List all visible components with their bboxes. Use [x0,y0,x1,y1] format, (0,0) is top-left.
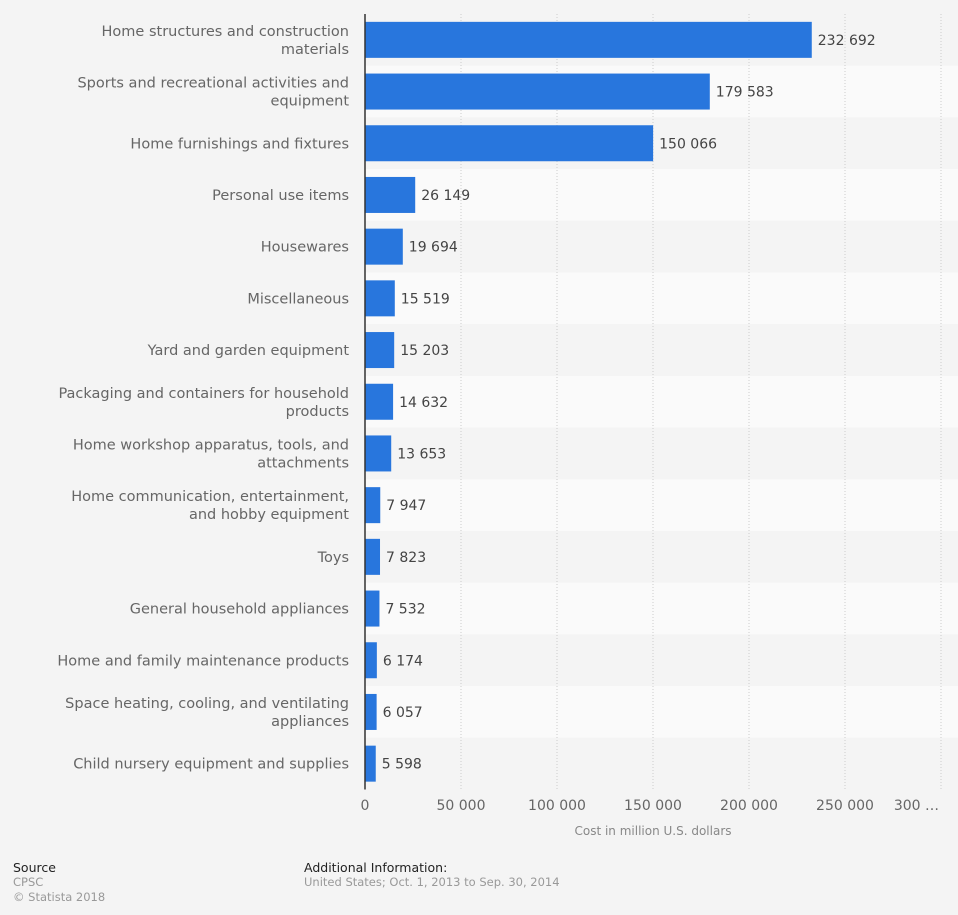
value-label: 7 823 [386,550,426,566]
category-label: Home structures and construction material… [102,24,349,58]
info-heading[interactable]: Additional Information: [304,860,448,875]
category-label-line: Home furnishings and fixtures [130,136,349,152]
bar [365,332,395,369]
bar [365,176,416,213]
category-label-line: equipment [271,94,350,110]
row-stripes [365,14,958,790]
row-stripe [365,375,958,428]
row-stripe [365,582,958,635]
category-label-line: Personal use items [212,188,349,204]
source-name: CPSC [13,875,44,889]
x-tick-label: 50 000 [437,798,486,814]
x-tick-label: 250 000 [816,798,874,814]
category-label: Yard and garden equipment [147,343,350,359]
x-axis-tick-labels: 0 50 000 100 000 150 000 200 000 250 000 300 … [361,798,939,814]
category-label-line: appliances [271,714,349,730]
x-tick-label: 200 000 [720,798,778,814]
row-stripe [365,324,958,376]
category-label: Housewares [261,240,349,256]
category-label-line: Home structures and construction [102,24,349,40]
x-axis-title: Cost in million U.S. dollars [574,824,731,838]
category-label-line: attachments [257,455,349,471]
value-label: 7 532 [385,602,425,618]
category-labels: Home structures and construction material… [57,24,349,773]
category-label: Home furnishings and fixtures [130,136,349,152]
category-label: Personal use items [212,188,349,204]
bar [365,538,381,575]
bar [365,228,403,265]
category-label-line: Miscellaneous [247,291,349,307]
category-label: Home workshop apparatus, tools, and attac… [73,437,349,471]
category-label-line: Housewares [261,240,349,256]
value-label: 232 692 [818,33,876,49]
value-label: 150 066 [659,136,717,152]
value-label: 5 598 [382,757,422,773]
row-stripe [365,737,958,790]
row-stripe [365,220,958,273]
category-label: Child nursery equipment and supplies [73,757,349,773]
row-stripe [365,531,958,583]
footer-source: Source CPSC © Statista 2018 [13,860,105,905]
value-label: 179 583 [716,85,774,101]
category-label-line: Home and family maintenance products [57,653,349,669]
category-label-line: Packaging and containers for household [58,386,349,402]
copyright: © Statista 2018 [13,890,106,904]
category-label-line: Toys [317,550,349,566]
row-stripe [365,479,958,531]
bar [365,590,380,627]
value-label: 15 203 [400,343,449,359]
row-stripe [365,427,958,480]
bar [365,435,392,472]
bar [365,73,710,110]
bar [365,745,376,782]
value-label: 6 174 [383,653,423,669]
x-tick-label: 0 [361,798,370,814]
value-label: 19 694 [409,240,458,256]
category-label: Miscellaneous [247,291,349,307]
value-label: 6 057 [383,705,423,721]
category-label-line: materials [281,42,349,58]
value-label: 7 947 [386,498,426,514]
bar [365,383,394,420]
row-stripe [365,272,958,325]
value-label: 14 632 [399,395,448,411]
category-label-line: Yard and garden equipment [147,343,350,359]
bar [365,693,377,730]
category-label-line: Home communication, entertainment, [71,489,349,505]
bar [365,21,812,58]
category-label-line: Sports and recreational activities and [77,76,349,92]
row-stripe [365,169,958,221]
row-stripe [365,686,958,738]
bar-chart: 232 692 179 583 150 066 26 149 19 694 15 519 1… [57,14,958,838]
value-labels: 232 692 179 583 150 066 26 149 19 694 15 519 1… [382,33,876,773]
category-label: Home communication, entertainment, and ho… [71,489,349,523]
value-label: 26 149 [421,188,470,204]
category-label-line: Home workshop apparatus, tools, and [73,437,349,453]
footer-additional-info: Additional Information: United States; O… [304,860,560,890]
category-label-line: Space heating, cooling, and ventilating [65,696,349,712]
category-label: Home and family maintenance products [57,653,349,669]
category-label: Toys [317,550,349,566]
bar [365,280,395,317]
category-label: Packaging and containers for household pr… [58,386,349,420]
source-heading[interactable]: Source [13,860,56,875]
x-tick-label: 100 000 [528,798,586,814]
x-tick-label: 300 … [894,798,939,814]
info-text: United States; Oct. 1, 2013 to Sep. 30, … [304,875,560,889]
bar [365,642,377,679]
value-label: 13 653 [397,446,446,462]
bar [365,487,381,524]
category-label-line: and hobby equipment [189,507,349,523]
category-label-line: products [286,404,349,420]
x-tick-label: 150 000 [624,798,682,814]
category-label: General household appliances [130,602,349,618]
category-label-line: General household appliances [130,602,349,618]
category-label: Sports and recreational activities and eq… [77,76,349,110]
category-label: Space heating, cooling, and ventilating a… [65,696,349,730]
bars [365,21,812,782]
bar [365,125,654,162]
value-label: 15 519 [401,291,450,307]
row-stripe [365,634,958,687]
category-label-line: Child nursery equipment and supplies [73,757,349,773]
